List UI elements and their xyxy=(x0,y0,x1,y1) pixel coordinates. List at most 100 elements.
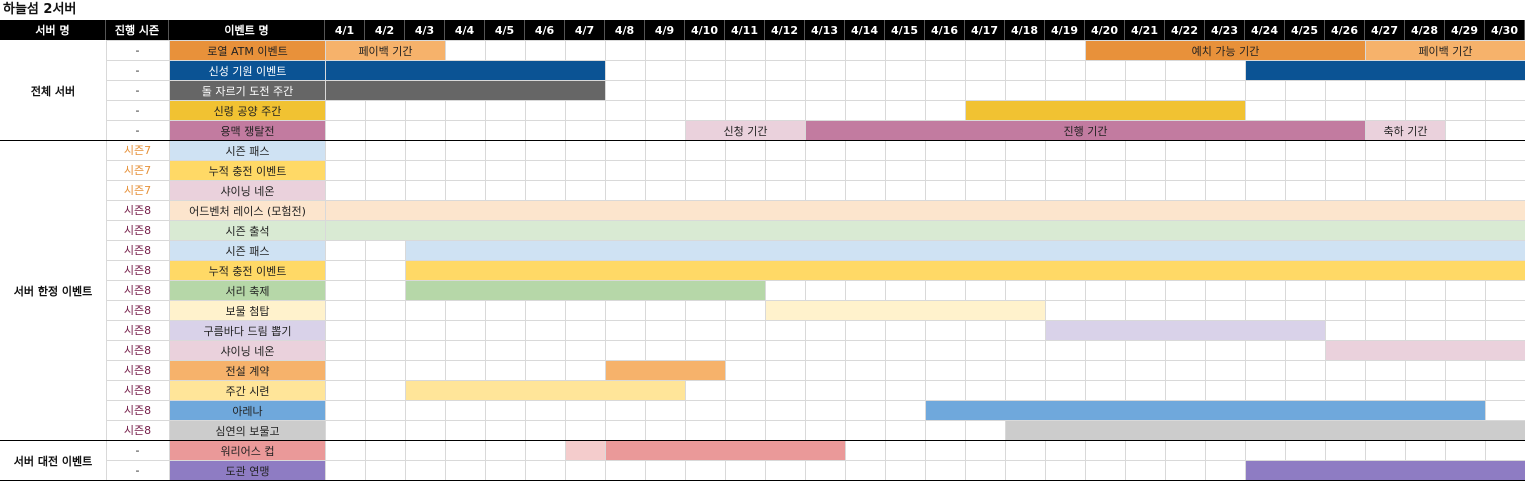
season-cell: 시즌8 xyxy=(123,244,152,257)
timeline-bar[interactable] xyxy=(406,281,765,300)
header-date[interactable]: 4/27 xyxy=(1365,20,1405,40)
header-date[interactable]: 4/1 xyxy=(325,20,365,40)
header-date[interactable]: 4/12 xyxy=(765,20,805,40)
header-date[interactable]: 4/15 xyxy=(885,20,925,40)
timeline-bar[interactable] xyxy=(406,261,1525,280)
event-name-cell[interactable]: 주간 시련 xyxy=(170,381,325,400)
timeline-bar[interactable]: 축하 기간 xyxy=(1366,121,1445,140)
season-cell: 시즌8 xyxy=(123,364,152,377)
header-date[interactable]: 4/6 xyxy=(525,20,565,40)
timeline-bar[interactable] xyxy=(326,61,605,80)
grid-hline xyxy=(106,280,1525,281)
header-date[interactable]: 4/14 xyxy=(845,20,885,40)
timeline-bar[interactable] xyxy=(766,301,1045,320)
event-name-cell[interactable]: 신성 기원 이벤트 xyxy=(170,61,325,80)
season-cell: - xyxy=(135,63,140,77)
grid-col-sep xyxy=(106,40,107,480)
header-date[interactable]: 4/3 xyxy=(405,20,445,40)
timeline-bar[interactable]: 신청 기간 xyxy=(686,121,805,140)
header-date[interactable]: 4/26 xyxy=(1325,20,1365,40)
section-separator xyxy=(0,440,1525,441)
timeline-bar[interactable] xyxy=(1246,61,1525,80)
season-cell: - xyxy=(135,443,140,457)
section-label: 서버 한정 이벤트 xyxy=(0,141,106,440)
timeline-bar[interactable]: 페이백 기간 xyxy=(1366,41,1525,60)
section-separator xyxy=(0,140,1525,141)
event-name-cell[interactable]: 아레나 xyxy=(170,401,325,420)
header-date[interactable]: 4/5 xyxy=(485,20,525,40)
timeline-bar[interactable] xyxy=(326,201,1525,220)
grid-hline xyxy=(106,160,1525,161)
timeline-bar[interactable] xyxy=(326,221,1525,240)
grid-hline xyxy=(106,320,1525,321)
timeline-bar[interactable] xyxy=(1046,321,1325,340)
header-date[interactable]: 4/11 xyxy=(725,20,765,40)
header-date[interactable]: 4/7 xyxy=(565,20,605,40)
header-date[interactable]: 4/21 xyxy=(1125,20,1165,40)
grid-hline xyxy=(106,340,1525,341)
event-name-cell[interactable]: 누적 충전 이벤트 xyxy=(170,261,325,280)
event-name-cell[interactable]: 시즌 패스 xyxy=(170,241,325,260)
header-date[interactable]: 4/20 xyxy=(1085,20,1125,40)
event-name-cell[interactable]: 구름바다 드림 뽑기 xyxy=(170,321,325,340)
grid-hline xyxy=(106,420,1525,421)
event-name-cell[interactable]: 서리 축제 xyxy=(170,281,325,300)
timeline-bar[interactable]: 페이백 기간 xyxy=(326,41,445,60)
header-date[interactable]: 4/24 xyxy=(1245,20,1285,40)
event-name-cell[interactable]: 샤이닝 네온 xyxy=(170,341,325,360)
header-date[interactable]: 4/19 xyxy=(1045,20,1085,40)
header-date[interactable]: 4/23 xyxy=(1205,20,1245,40)
timeline-bar[interactable]: 진행 기간 xyxy=(806,121,1365,140)
timeline-bar[interactable] xyxy=(406,381,685,400)
timeline-bar[interactable] xyxy=(1006,421,1525,440)
header-date[interactable]: 4/4 xyxy=(445,20,485,40)
event-name-cell[interactable]: 용맥 쟁탈전 xyxy=(170,121,325,140)
timeline-bar[interactable] xyxy=(926,401,1485,420)
header-server-name[interactable]: 서버 명 xyxy=(0,20,106,40)
event-name-cell[interactable]: 샤이닝 네온 xyxy=(170,181,325,200)
header-date[interactable]: 4/9 xyxy=(645,20,685,40)
timeline-bar[interactable] xyxy=(966,101,1245,120)
season-cell: 시즌7 xyxy=(123,164,152,177)
header-date[interactable]: 4/17 xyxy=(965,20,1005,40)
header-date[interactable]: 4/16 xyxy=(925,20,965,40)
timeline-bar[interactable] xyxy=(606,361,725,380)
timeline-bar[interactable] xyxy=(566,441,605,460)
timeline-bar[interactable] xyxy=(606,441,845,460)
header-date[interactable]: 4/22 xyxy=(1165,20,1205,40)
header-date[interactable]: 4/28 xyxy=(1405,20,1445,40)
header-date[interactable]: 4/18 xyxy=(1005,20,1045,40)
event-name-cell[interactable]: 시즌 출석 xyxy=(170,221,325,240)
grid-col-sep xyxy=(169,40,170,480)
header-date[interactable]: 4/30 xyxy=(1485,20,1525,40)
header-date[interactable]: 4/13 xyxy=(805,20,845,40)
grid-hline xyxy=(106,380,1525,381)
event-name-cell[interactable]: 워리어스 컵 xyxy=(170,441,325,460)
event-name-cell[interactable]: 누적 충전 이벤트 xyxy=(170,161,325,180)
header-date[interactable]: 4/29 xyxy=(1445,20,1485,40)
timeline-bar[interactable] xyxy=(326,81,605,100)
header-date[interactable]: 4/25 xyxy=(1285,20,1325,40)
timeline-bar[interactable]: 예치 가능 기간 xyxy=(1086,41,1365,60)
header-date[interactable]: 4/10 xyxy=(685,20,725,40)
header-date[interactable]: 4/2 xyxy=(365,20,405,40)
event-name-cell[interactable]: 돌 자르기 도전 주간 xyxy=(170,81,325,100)
timeline-bar[interactable] xyxy=(1246,461,1525,480)
event-name-cell[interactable]: 심연의 보물고 xyxy=(170,421,325,440)
header-season[interactable]: 진행 시즌 xyxy=(106,20,169,40)
header-event-name[interactable]: 이벤트 명 xyxy=(169,20,325,40)
event-name-cell[interactable]: 보물 첨탑 xyxy=(170,301,325,320)
sheet-title: 하늘섬 2서버 xyxy=(3,2,77,17)
event-name-cell[interactable]: 전설 계약 xyxy=(170,361,325,380)
timeline-bar[interactable] xyxy=(406,241,1525,260)
season-cell: - xyxy=(135,123,140,137)
event-name-cell[interactable]: 도관 연맹 xyxy=(170,461,325,480)
event-name-cell[interactable]: 어드벤처 레이스 (모험전) xyxy=(170,201,325,220)
event-name-cell[interactable]: 시즌 패스 xyxy=(170,141,325,160)
grid-hline xyxy=(106,300,1525,301)
header-date[interactable]: 4/8 xyxy=(605,20,645,40)
event-name-cell[interactable]: 로열 ATM 이벤트 xyxy=(170,41,325,60)
event-name-cell[interactable]: 신령 공양 주간 xyxy=(170,101,325,120)
timeline-bar[interactable] xyxy=(1326,341,1525,360)
grid-hline xyxy=(106,120,1525,121)
